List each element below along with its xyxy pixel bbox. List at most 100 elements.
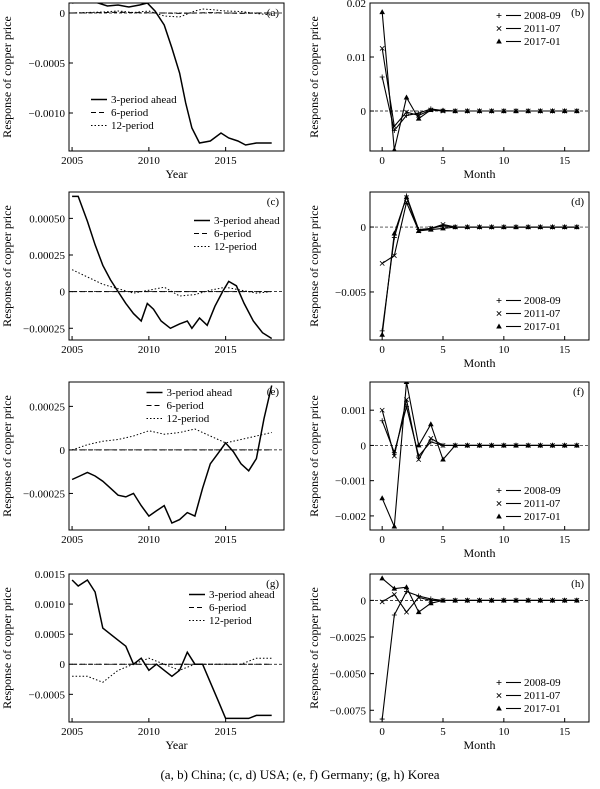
legend-marker-2008-09	[496, 488, 502, 493]
data-point-2017-01	[476, 224, 483, 230]
y-axis-title: Response of copper price	[307, 205, 321, 327]
plot-frame	[369, 573, 590, 723]
legend-label: 6-period	[209, 602, 247, 614]
panel-label: (c)	[267, 196, 280, 208]
data-point-2017-01	[574, 597, 580, 603]
panel-label: (f)	[573, 386, 584, 398]
y-tick-label: −0.0005	[29, 58, 66, 70]
panel-label: (h)	[571, 578, 584, 590]
series-group	[71, 578, 272, 720]
data-point-2011-07	[379, 45, 385, 51]
series-group	[379, 575, 580, 722]
legend-marker-2011-07	[496, 26, 502, 31]
data-point-2017-01	[488, 108, 495, 114]
x-tick-label: 5	[440, 155, 446, 167]
data-point-2017-01	[392, 146, 397, 151]
x-tick-label: 2005	[61, 155, 84, 167]
legend-marker-2017-01	[496, 513, 502, 519]
legend-label: 2008-09	[524, 485, 561, 497]
series-line-12-period	[72, 8, 272, 18]
x-tick-label: 15	[559, 534, 571, 546]
data-point-2017-01	[488, 597, 495, 603]
y-tick-label: 0.00025	[29, 401, 65, 413]
x-tick-label: 10	[498, 726, 510, 738]
y-tick-label: 0.0015	[35, 569, 66, 581]
legend-label: 6-period	[167, 400, 205, 412]
x-tick-label: 15	[559, 726, 571, 738]
data-point-2017-01	[440, 597, 446, 603]
legend-label: 2011-07	[524, 690, 561, 702]
data-point-2017-01	[525, 108, 531, 114]
series-group	[379, 193, 580, 337]
y-tick-label: 0.00025	[29, 250, 65, 262]
data-point-2017-01	[464, 108, 471, 114]
data-point-2011-07	[379, 260, 385, 266]
data-point-2011-07	[391, 592, 397, 597]
data-point-2017-01	[561, 597, 568, 603]
data-point-2017-01	[549, 597, 556, 603]
series-line-12-period	[71, 428, 272, 451]
legend-label: 6-period	[214, 228, 252, 240]
data-point-2017-01	[403, 194, 410, 200]
x-tick-label: 10	[498, 155, 510, 167]
y-tick-label: 0.001	[341, 405, 366, 417]
data-point-2017-01	[537, 442, 544, 448]
data-point-2017-01	[501, 224, 507, 230]
data-point-2017-01	[428, 600, 434, 606]
data-point-2017-01	[476, 442, 483, 448]
legend-label: 12-period	[214, 241, 257, 253]
y-axis-title: Response of copper price	[307, 587, 321, 709]
data-point-2017-01	[452, 224, 458, 230]
plot-frame	[369, 191, 590, 341]
x-tick-label: 15	[559, 344, 571, 356]
data-point-2017-01	[415, 609, 422, 615]
data-point-2011-07	[391, 453, 397, 459]
data-point-2017-01	[549, 224, 556, 230]
y-axis-title: Response of copper price	[307, 16, 321, 138]
data-point-2017-01	[525, 224, 531, 230]
x-tick-label: 0	[379, 534, 385, 546]
series-line-3-period ahead	[72, 3, 272, 146]
data-point-2017-01	[452, 597, 458, 603]
plot-frame	[369, 381, 590, 531]
data-point-2017-01	[525, 597, 531, 603]
chart-panel-4: 0 5 10 15 0 −0.005 (d) Month Response of copper …	[307, 191, 590, 370]
legend-label: 3-period ahead	[209, 589, 275, 601]
y-tick-label: 0.0005	[35, 629, 66, 641]
data-point-2017-01	[525, 442, 531, 448]
chart-panel-1: 2005 2010 2015 0 −0.0005 −0.0010 (a) Year Respon…	[0, 2, 285, 181]
y-axis-title: Response of copper price	[0, 16, 14, 138]
y-axis-title: Response of copper price	[0, 587, 14, 709]
legend-label: 2017-01	[524, 36, 561, 48]
legend-label: 2011-07	[524, 498, 561, 510]
y-tick-label: −0.005	[335, 287, 366, 299]
legend-marker-2017-01	[496, 38, 502, 44]
x-tick-label: 0	[379, 155, 385, 167]
series-group	[72, 3, 272, 146]
data-point-2017-01	[488, 442, 495, 448]
x-tick-label: 0	[379, 726, 385, 738]
x-axis-title: Month	[463, 546, 495, 560]
data-point-2011-07	[440, 442, 446, 448]
data-point-2017-01	[513, 108, 519, 114]
panel-label: (d)	[571, 196, 584, 208]
series-group	[71, 385, 273, 524]
x-tick-label: 2010	[138, 155, 161, 167]
series-line-3-period ahead	[72, 195, 273, 340]
x-axis-title: Month	[463, 356, 495, 370]
data-point-2011-07	[440, 221, 446, 227]
data-point-2017-01	[574, 442, 580, 448]
data-point-2017-01	[415, 115, 422, 121]
data-point-2008-09	[391, 612, 397, 618]
data-point-2011-07	[404, 109, 409, 115]
data-point-2011-07	[379, 599, 385, 605]
plot-frame	[68, 2, 285, 152]
data-point-2017-01	[513, 224, 519, 230]
data-point-2017-01	[415, 442, 422, 448]
data-point-2017-01	[428, 421, 434, 427]
data-point-2017-01	[391, 523, 398, 529]
y-tick-label: 0.0010	[35, 599, 66, 611]
legend-marker-2011-07	[496, 693, 502, 698]
